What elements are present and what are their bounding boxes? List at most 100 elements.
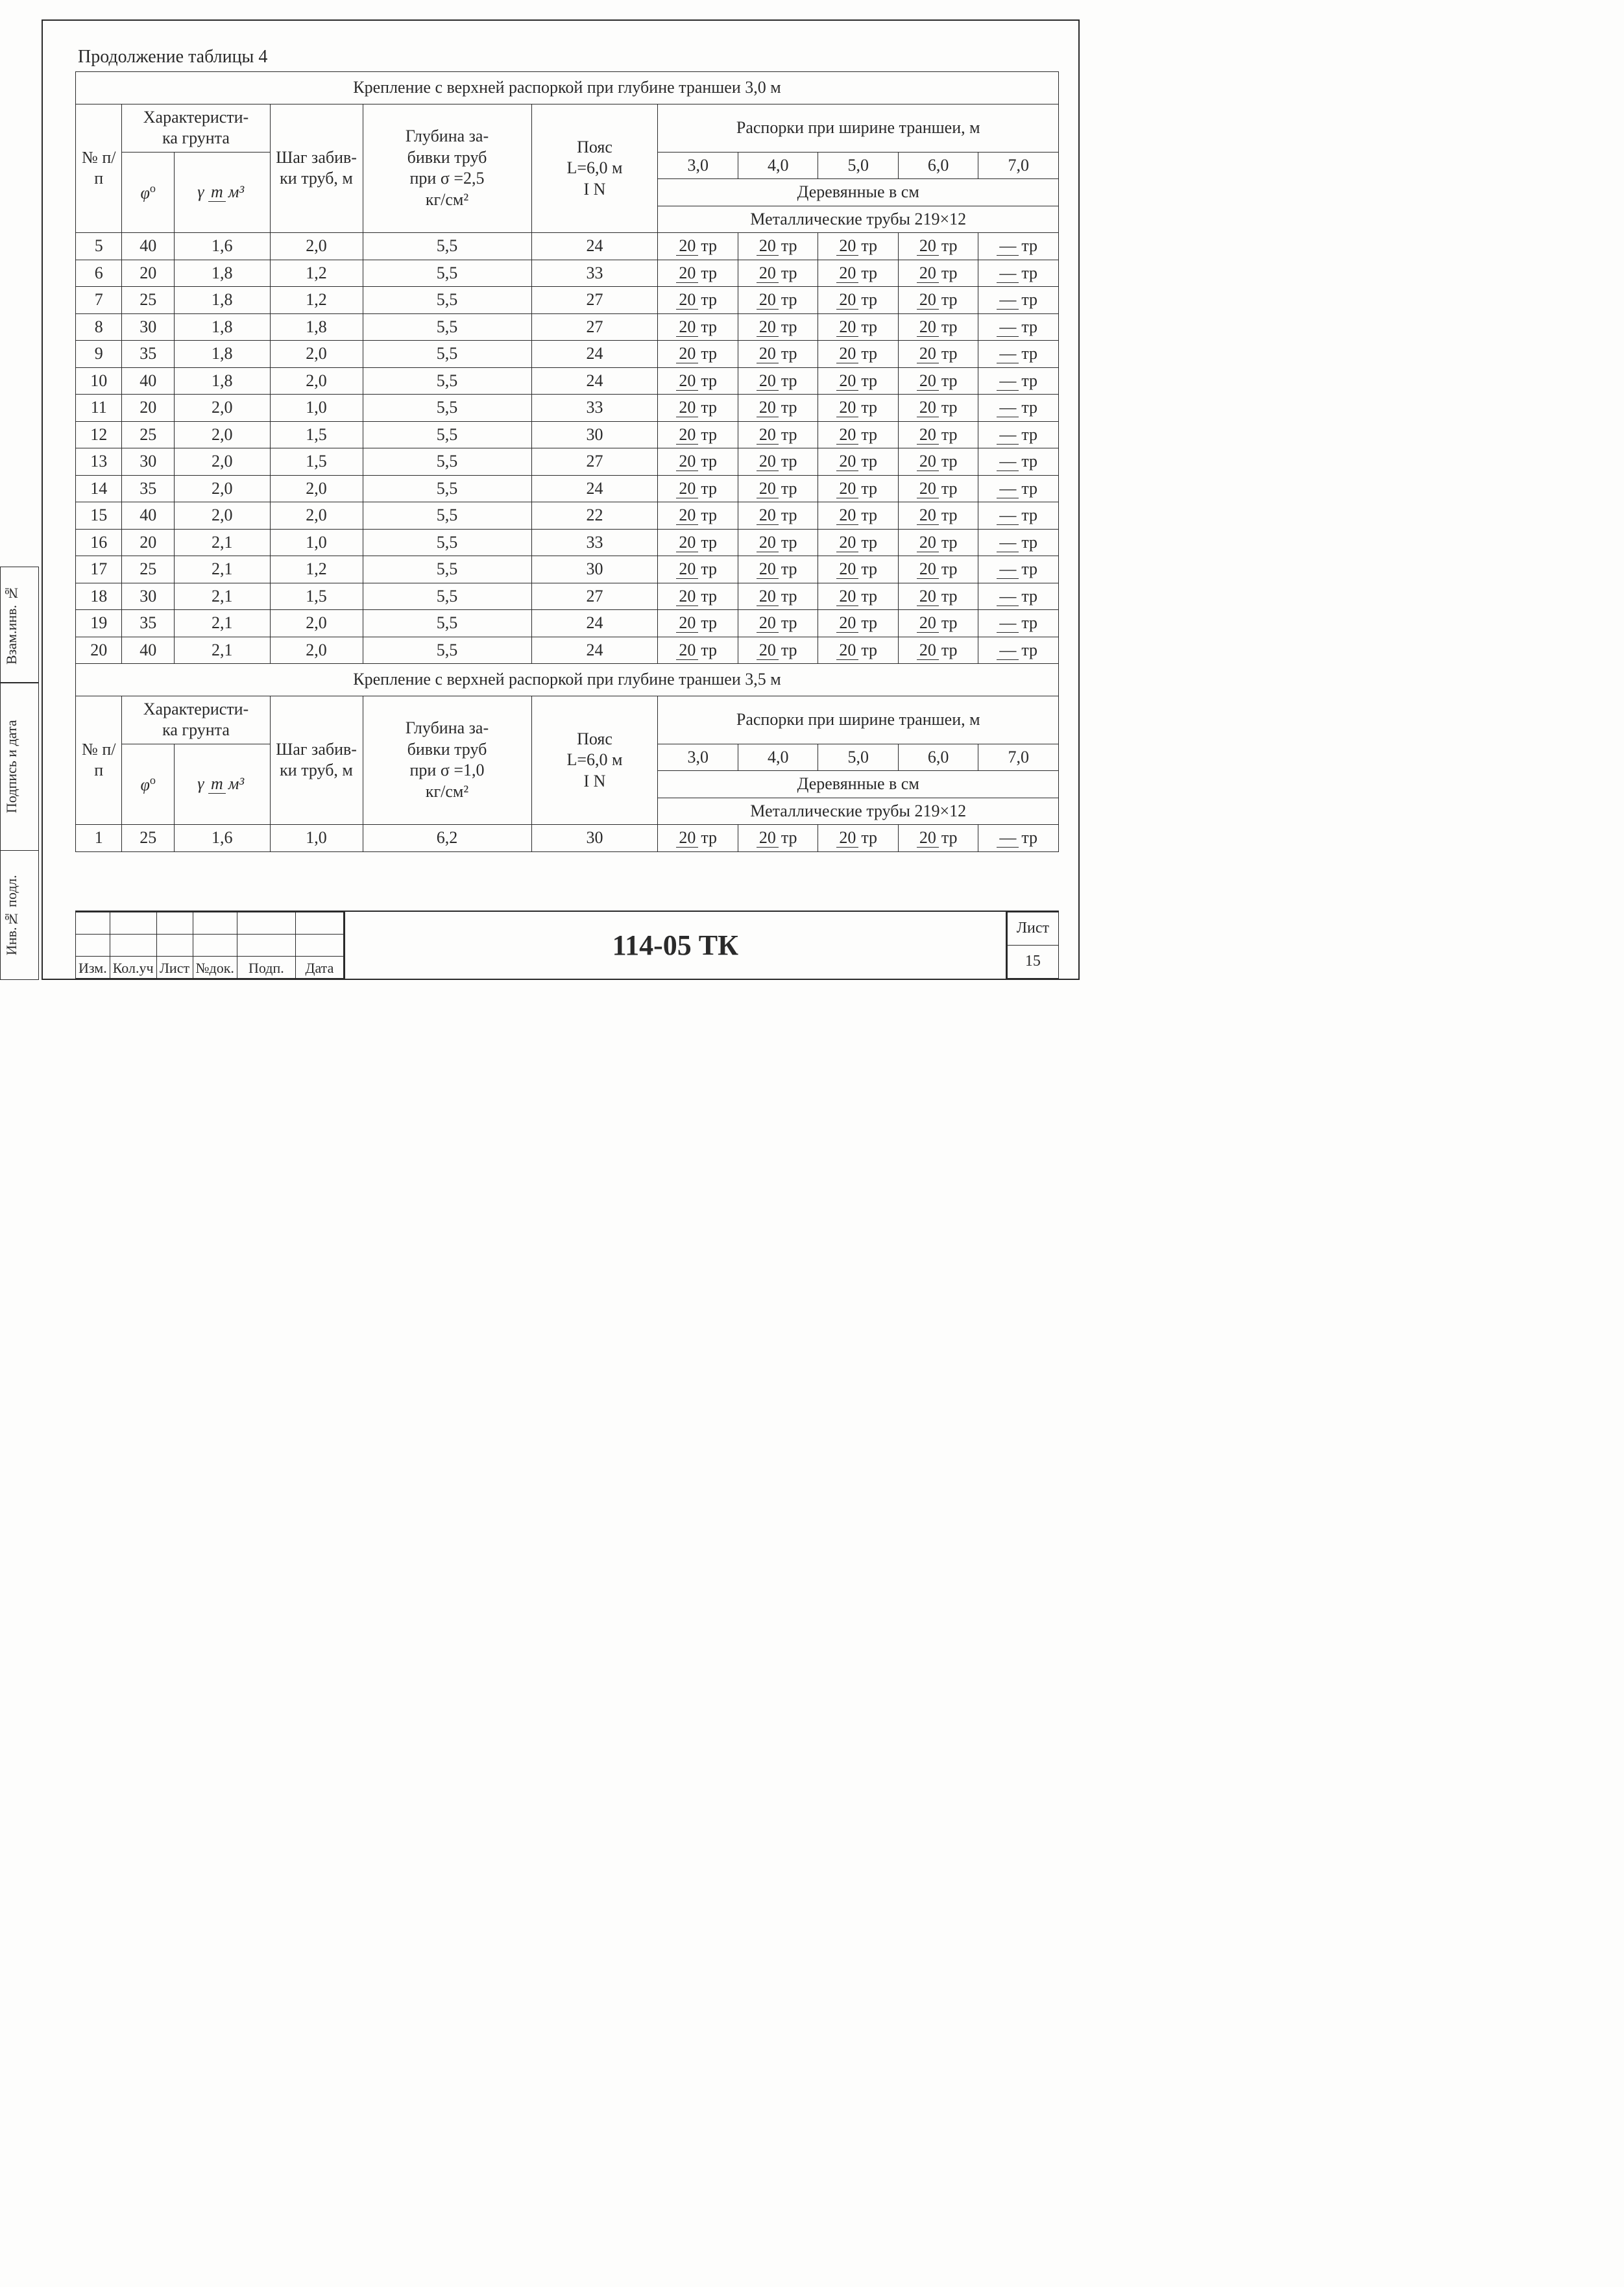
cell-spacer: 20тр: [738, 395, 818, 422]
cell-spacer: —тр: [978, 260, 1059, 287]
table-row: 19352,12,05,52420тр20тр20тр20тр—тр: [76, 610, 1059, 637]
cell-gamma: 1,8: [174, 313, 270, 341]
cell-depth: 5,5: [363, 287, 531, 314]
cell-belt: 24: [531, 341, 658, 368]
cell-spacer: —тр: [978, 341, 1059, 368]
table-row: 12252,01,55,53020тр20тр20тр20тр—тр: [76, 421, 1059, 448]
cell-phi: 30: [122, 583, 174, 610]
table-row: 13302,01,55,52720тр20тр20тр20тр—тр: [76, 448, 1059, 476]
tb-col-list: Лист: [156, 956, 193, 978]
table-row: 11202,01,05,53320тр20тр20тр20тр—тр: [76, 395, 1059, 422]
cell-num: 9: [76, 341, 122, 368]
table-row: 15402,02,05,52220тр20тр20тр20тр—тр: [76, 502, 1059, 530]
cell-num: 20: [76, 637, 122, 664]
cell-spacer: 20тр: [738, 825, 818, 852]
hdr-depth: Глубина за- бивки труб при σ =2,5 кг/см²: [363, 104, 531, 233]
cell-phi: 20: [122, 260, 174, 287]
tb-col-podp: Подп.: [237, 956, 295, 978]
cell-belt: 22: [531, 502, 658, 530]
cell-spacer: 20тр: [658, 825, 738, 852]
cell-spacer: 20тр: [738, 287, 818, 314]
cell-spacer: 20тр: [658, 502, 738, 530]
cell-spacer: 20тр: [738, 556, 818, 583]
section1-title: Крепление с верхней распоркой при глубин…: [76, 72, 1059, 104]
table-row: 20402,12,05,52420тр20тр20тр20тр—тр: [76, 637, 1059, 664]
cell-gamma: 2,0: [174, 502, 270, 530]
hdr-belt: Пояс L=6,0 м I N: [531, 104, 658, 233]
cell-step: 1,5: [270, 448, 363, 476]
cell-depth: 5,5: [363, 556, 531, 583]
cell-spacer: 20тр: [818, 583, 898, 610]
cell-spacer: 20тр: [738, 529, 818, 556]
cell-spacer: 20тр: [738, 610, 818, 637]
cell-spacer: 20тр: [818, 367, 898, 395]
cell-spacer: 20тр: [818, 610, 898, 637]
cell-gamma: 1,8: [174, 260, 270, 287]
cell-spacer: —тр: [978, 475, 1059, 502]
table-row: 10401,82,05,52420тр20тр20тр20тр—тр: [76, 367, 1059, 395]
cell-belt: 33: [531, 260, 658, 287]
table-row: 8301,81,85,52720тр20тр20тр20тр—тр: [76, 313, 1059, 341]
cell-gamma: 2,1: [174, 583, 270, 610]
side-tab-podpis: Подпись и дата: [0, 682, 39, 851]
cell-spacer: 20тр: [818, 313, 898, 341]
cell-belt: 27: [531, 313, 658, 341]
cell-spacer: —тр: [978, 367, 1059, 395]
cell-depth: 5,5: [363, 367, 531, 395]
cell-phi: 25: [122, 287, 174, 314]
cell-step: 1,0: [270, 395, 363, 422]
cell-num: 12: [76, 421, 122, 448]
cell-spacer: 20тр: [898, 448, 978, 476]
hdr2-spacers: Распорки при ширине траншеи, м: [658, 696, 1059, 744]
cell-spacer: 20тр: [738, 341, 818, 368]
cell-num: 19: [76, 610, 122, 637]
cell-depth: 6,2: [363, 825, 531, 852]
cell-step: 1,2: [270, 556, 363, 583]
hdr-w70: 7,0: [978, 152, 1059, 179]
cell-spacer: 20тр: [898, 233, 978, 260]
cell-spacer: 20тр: [898, 502, 978, 530]
cell-gamma: 1,6: [174, 233, 270, 260]
cell-spacer: 20тр: [818, 825, 898, 852]
hdr-num: № п/п: [76, 104, 122, 233]
cell-step: 2,0: [270, 475, 363, 502]
tb-col-data: Дата: [295, 956, 343, 978]
cell-num: 8: [76, 313, 122, 341]
cell-spacer: 20тр: [658, 313, 738, 341]
cell-phi: 30: [122, 448, 174, 476]
cell-gamma: 2,1: [174, 610, 270, 637]
cell-spacer: —тр: [978, 313, 1059, 341]
table-caption: Продолжение таблицы 4: [78, 47, 1059, 67]
cell-belt: 33: [531, 529, 658, 556]
cell-spacer: 20тр: [658, 367, 738, 395]
cell-spacer: 20тр: [898, 421, 978, 448]
cell-depth: 5,5: [363, 637, 531, 664]
cell-phi: 20: [122, 529, 174, 556]
cell-spacer: 20тр: [818, 475, 898, 502]
cell-spacer: 20тр: [898, 367, 978, 395]
cell-spacer: 20тр: [898, 341, 978, 368]
cell-spacer: 20тр: [818, 502, 898, 530]
cell-spacer: 20тр: [738, 260, 818, 287]
cell-spacer: 20тр: [738, 583, 818, 610]
cell-depth: 5,5: [363, 233, 531, 260]
cell-spacer: 20тр: [658, 556, 738, 583]
cell-step: 2,0: [270, 341, 363, 368]
hdr2-w40: 4,0: [738, 744, 818, 771]
cell-spacer: 20тр: [658, 287, 738, 314]
cell-spacer: 20тр: [898, 825, 978, 852]
hdr-gamma: γ тм³: [174, 152, 270, 233]
cell-spacer: —тр: [978, 233, 1059, 260]
cell-step: 1,2: [270, 260, 363, 287]
cell-spacer: —тр: [978, 583, 1059, 610]
cell-belt: 24: [531, 610, 658, 637]
cell-depth: 5,5: [363, 313, 531, 341]
cell-num: 14: [76, 475, 122, 502]
cell-spacer: 20тр: [818, 233, 898, 260]
cell-phi: 30: [122, 313, 174, 341]
table-row: 17252,11,25,53020тр20тр20тр20тр—тр: [76, 556, 1059, 583]
cell-phi: 25: [122, 825, 174, 852]
cell-step: 1,5: [270, 583, 363, 610]
cell-spacer: 20тр: [738, 502, 818, 530]
cell-num: 17: [76, 556, 122, 583]
